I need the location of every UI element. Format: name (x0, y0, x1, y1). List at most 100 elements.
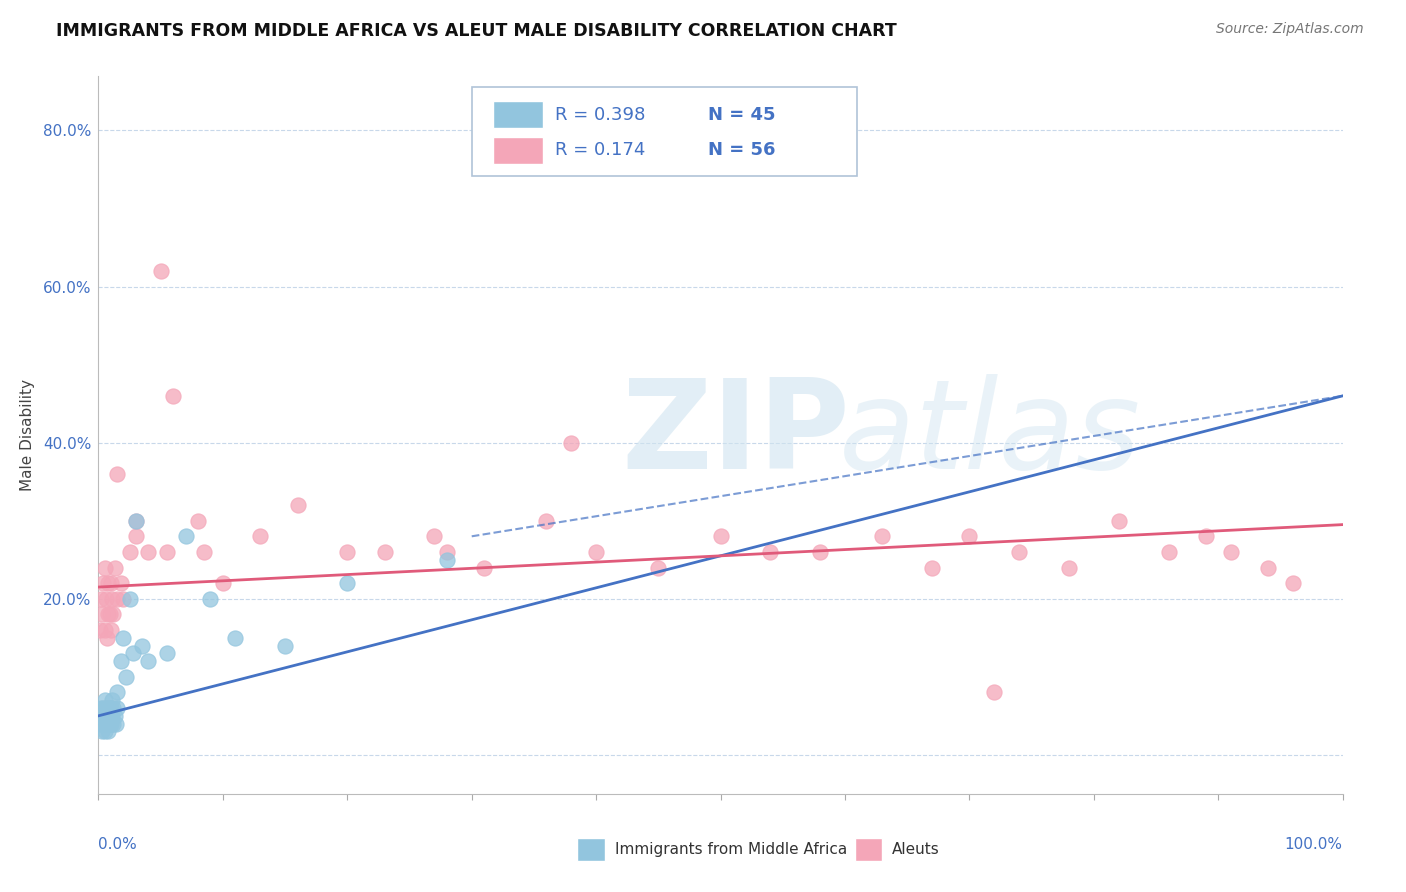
Point (97, 724, 120, 739)
Point (156, 646, 179, 660)
Point (125, 514, 148, 528)
Point (647, 560, 669, 574)
Point (1195, 529, 1218, 543)
Point (93, 708, 115, 723)
Point (90, 591, 112, 606)
Point (112, 591, 135, 606)
Point (1108, 514, 1130, 528)
Text: IMMIGRANTS FROM MIDDLE AFRICA VS ALEUT MALE DISABILITY CORRELATION CHART: IMMIGRANTS FROM MIDDLE AFRICA VS ALEUT M… (56, 22, 897, 40)
Point (122, 646, 145, 660)
Text: R = 0.174: R = 0.174 (555, 142, 645, 160)
Bar (494, 101, 543, 128)
Point (105, 591, 128, 606)
Point (93, 716, 115, 731)
Point (94, 591, 117, 606)
Point (110, 576, 132, 591)
Point (101, 591, 124, 606)
Point (103, 716, 125, 731)
Point (100, 623, 122, 637)
Point (104, 560, 127, 574)
Bar (855, 838, 883, 861)
Text: ZIP: ZIP (621, 375, 849, 495)
Point (118, 591, 141, 606)
Point (91, 724, 114, 739)
Point (104, 708, 127, 723)
Point (959, 529, 981, 543)
Point (118, 545, 141, 559)
Point (93, 560, 115, 574)
Point (90, 708, 112, 723)
Point (104, 716, 127, 731)
Point (112, 631, 135, 645)
Text: 0.0%: 0.0% (98, 837, 138, 852)
Point (91, 708, 114, 723)
Point (136, 654, 159, 668)
Point (96, 716, 118, 731)
Point (436, 545, 458, 559)
Point (100, 716, 122, 731)
Point (103, 701, 125, 715)
Point (585, 545, 607, 559)
Point (93, 701, 115, 715)
Point (336, 545, 359, 559)
Point (1057, 560, 1080, 574)
Text: Source: ZipAtlas.com: Source: ZipAtlas.com (1216, 22, 1364, 37)
Point (94, 716, 117, 731)
Point (1282, 576, 1305, 591)
Point (98, 716, 121, 731)
Point (94, 708, 117, 723)
Point (101, 708, 124, 723)
FancyBboxPatch shape (471, 87, 858, 177)
Point (96, 701, 118, 715)
Point (89, 623, 111, 637)
Point (710, 529, 733, 543)
Text: 100.0%: 100.0% (1285, 837, 1343, 852)
Point (105, 467, 128, 481)
Point (97, 708, 120, 723)
Text: R = 0.398: R = 0.398 (555, 105, 645, 124)
Text: N = 56: N = 56 (709, 142, 776, 160)
Point (97, 607, 120, 622)
Text: atlas: atlas (839, 375, 1140, 495)
Point (249, 529, 271, 543)
Point (131, 639, 153, 653)
Text: N = 45: N = 45 (709, 105, 776, 124)
Point (808, 545, 831, 559)
Point (149, 264, 172, 278)
Point (1157, 545, 1180, 559)
Point (1219, 545, 1241, 559)
Point (98, 607, 121, 622)
Point (136, 545, 159, 559)
Point (921, 560, 943, 574)
Point (374, 545, 396, 559)
Point (100, 701, 122, 715)
Point (759, 545, 782, 559)
Point (336, 576, 359, 591)
Point (100, 576, 122, 591)
Point (90, 701, 112, 715)
Point (93, 623, 115, 637)
Point (97, 576, 120, 591)
Point (211, 576, 233, 591)
Point (193, 545, 215, 559)
Point (224, 631, 246, 645)
Point (101, 693, 124, 707)
Point (536, 514, 558, 528)
Point (98, 701, 121, 715)
Point (125, 529, 148, 543)
Point (114, 670, 136, 684)
Point (110, 654, 132, 668)
Point (105, 685, 128, 699)
Text: Aleuts: Aleuts (893, 842, 941, 856)
Point (274, 639, 297, 653)
Point (200, 591, 222, 606)
Bar (494, 136, 543, 164)
Point (94, 701, 117, 715)
Point (100, 708, 122, 723)
Point (89, 716, 111, 731)
Point (423, 529, 446, 543)
Y-axis label: Male Disability: Male Disability (20, 379, 35, 491)
Point (162, 389, 184, 403)
Point (472, 560, 495, 574)
Point (105, 701, 128, 715)
